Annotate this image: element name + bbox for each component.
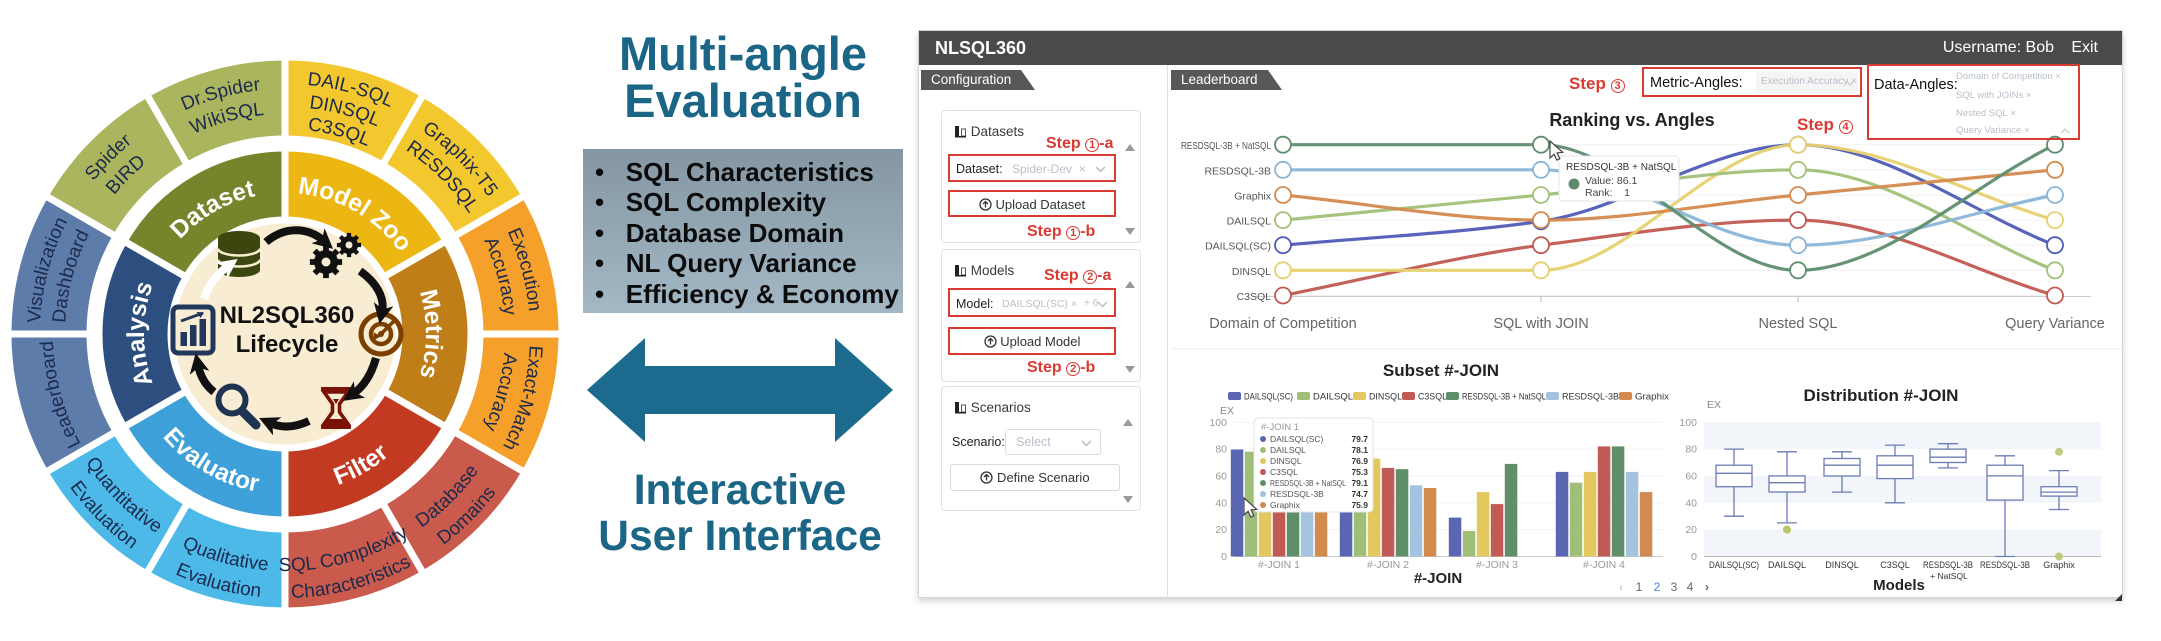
svg-text:75.3: 75.3 [1351,467,1368,477]
svg-text:Ranking vs. Angles: Ranking vs. Angles [1549,110,1714,130]
svg-text:Graphix: Graphix [2043,560,2075,570]
svg-text:DAILSQL: DAILSQL [1313,392,1353,402]
svg-text:2: 2 [1654,580,1661,594]
svg-text:DINSQL: DINSQL [1232,266,1271,278]
svg-text:74.7: 74.7 [1351,489,1368,499]
svg-text:RESDSQL-3B: RESDSQL-3B [1270,489,1324,499]
svg-text:1: 1 [1636,580,1643,594]
svg-text:RESDSQL-3B: RESDSQL-3B [1562,392,1619,402]
svg-text:C3SQL: C3SQL [1237,291,1272,303]
svg-text:C3SQL: C3SQL [1418,392,1447,402]
svg-text:EX: EX [1707,399,1721,411]
svg-text:20: 20 [1215,524,1227,536]
svg-text:Nested SQL: Nested SQL [1759,316,1838,332]
svg-text:60: 60 [1215,470,1227,482]
svg-text:Domain of Competition: Domain of Competition [1209,316,1357,332]
svg-text:#-JOIN 3: #-JOIN 3 [1476,559,1518,571]
svg-text:RESDSQL-3B + NatSQL: RESDSQL-3B + NatSQL [1566,162,1677,173]
svg-text:#-JOIN 1: #-JOIN 1 [1258,559,1300,571]
svg-text:Models: Models [1873,577,1925,594]
svg-text:EX: EX [1220,405,1234,417]
svg-text:DINSQL: DINSQL [1270,456,1302,466]
svg-text:›: › [1705,580,1709,594]
svg-text:Graphix: Graphix [1234,191,1272,203]
svg-text:DAILSQL: DAILSQL [1270,445,1306,455]
svg-text:DINSQL: DINSQL [1369,392,1402,402]
svg-text:C3SQL: C3SQL [1270,467,1298,477]
svg-text:C3SQL: C3SQL [1880,560,1910,570]
svg-text:Query Variance: Query Variance [2005,316,2105,332]
svg-text:DAILSQL(SC): DAILSQL(SC) [1709,560,1759,570]
svg-text:DAILSQL: DAILSQL [1227,216,1272,228]
svg-text:100: 100 [1679,417,1697,429]
svg-text:20: 20 [1685,524,1697,536]
svg-text:79.7: 79.7 [1351,434,1368,444]
svg-text:DAILSQL(SC): DAILSQL(SC) [1244,392,1293,402]
svg-text:DAILSQL(SC): DAILSQL(SC) [1270,434,1324,444]
svg-text:4: 4 [1687,580,1694,594]
svg-text:40: 40 [1685,497,1697,509]
svg-text:RESDSQL-3B + NatSQL: RESDSQL-3B + NatSQL [1462,392,1546,402]
svg-text:SQL with JOIN: SQL with JOIN [1493,316,1588,332]
svg-text:#-JOIN 4: #-JOIN 4 [1583,559,1625,571]
svg-text:100: 100 [1209,417,1227,429]
svg-text:‹: ‹ [1619,580,1623,594]
svg-text:40: 40 [1215,497,1227,509]
svg-text:Graphix: Graphix [1635,392,1670,402]
svg-text:Subset #-JOIN: Subset #-JOIN [1383,361,1499,380]
svg-text:#-JOIN 2: #-JOIN 2 [1367,559,1409,571]
svg-text:Distribution #-JOIN: Distribution #-JOIN [1804,386,1959,405]
svg-text:RESDSQL-3B: RESDSQL-3B [1923,560,1973,570]
svg-text:RESDSQL-3B + NatSQL: RESDSQL-3B + NatSQL [1270,478,1346,488]
svg-text:DAILSQL: DAILSQL [1768,560,1806,570]
svg-text:DAILSQL(SC): DAILSQL(SC) [1205,241,1271,253]
svg-text:+ NatSQL: + NatSQL [1930,571,1968,581]
svg-text:80: 80 [1215,444,1227,456]
svg-text:Rank: 1: Rank: 1 [1585,187,1630,199]
svg-text:NL2SQL360: NL2SQL360 [220,302,355,329]
svg-text:60: 60 [1685,470,1697,482]
svg-text:0: 0 [1691,551,1697,563]
svg-text:3: 3 [1671,580,1678,594]
svg-text:Lifecycle: Lifecycle [236,331,339,358]
svg-text:0: 0 [1221,551,1227,563]
svg-text:RESDSQL-3B + NatSQL: RESDSQL-3B + NatSQL [1181,140,1271,152]
svg-text:RESDSQL-3B: RESDSQL-3B [1204,165,1271,177]
svg-text:#-JOIN 1: #-JOIN 1 [1261,422,1299,433]
svg-text:Value: 86.1: Value: 86.1 [1585,175,1638,187]
svg-text:75.9: 75.9 [1351,500,1368,510]
svg-text:Graphix: Graphix [1270,500,1301,510]
svg-text:RESDSQL-3B: RESDSQL-3B [1980,560,2030,570]
svg-text:76.9: 76.9 [1351,456,1368,466]
svg-text:79.1: 79.1 [1351,478,1368,488]
svg-text:DINSQL: DINSQL [1825,560,1859,570]
svg-text:78.1: 78.1 [1351,445,1368,455]
svg-text:#-JOIN: #-JOIN [1414,570,1462,587]
svg-text:80: 80 [1685,444,1697,456]
